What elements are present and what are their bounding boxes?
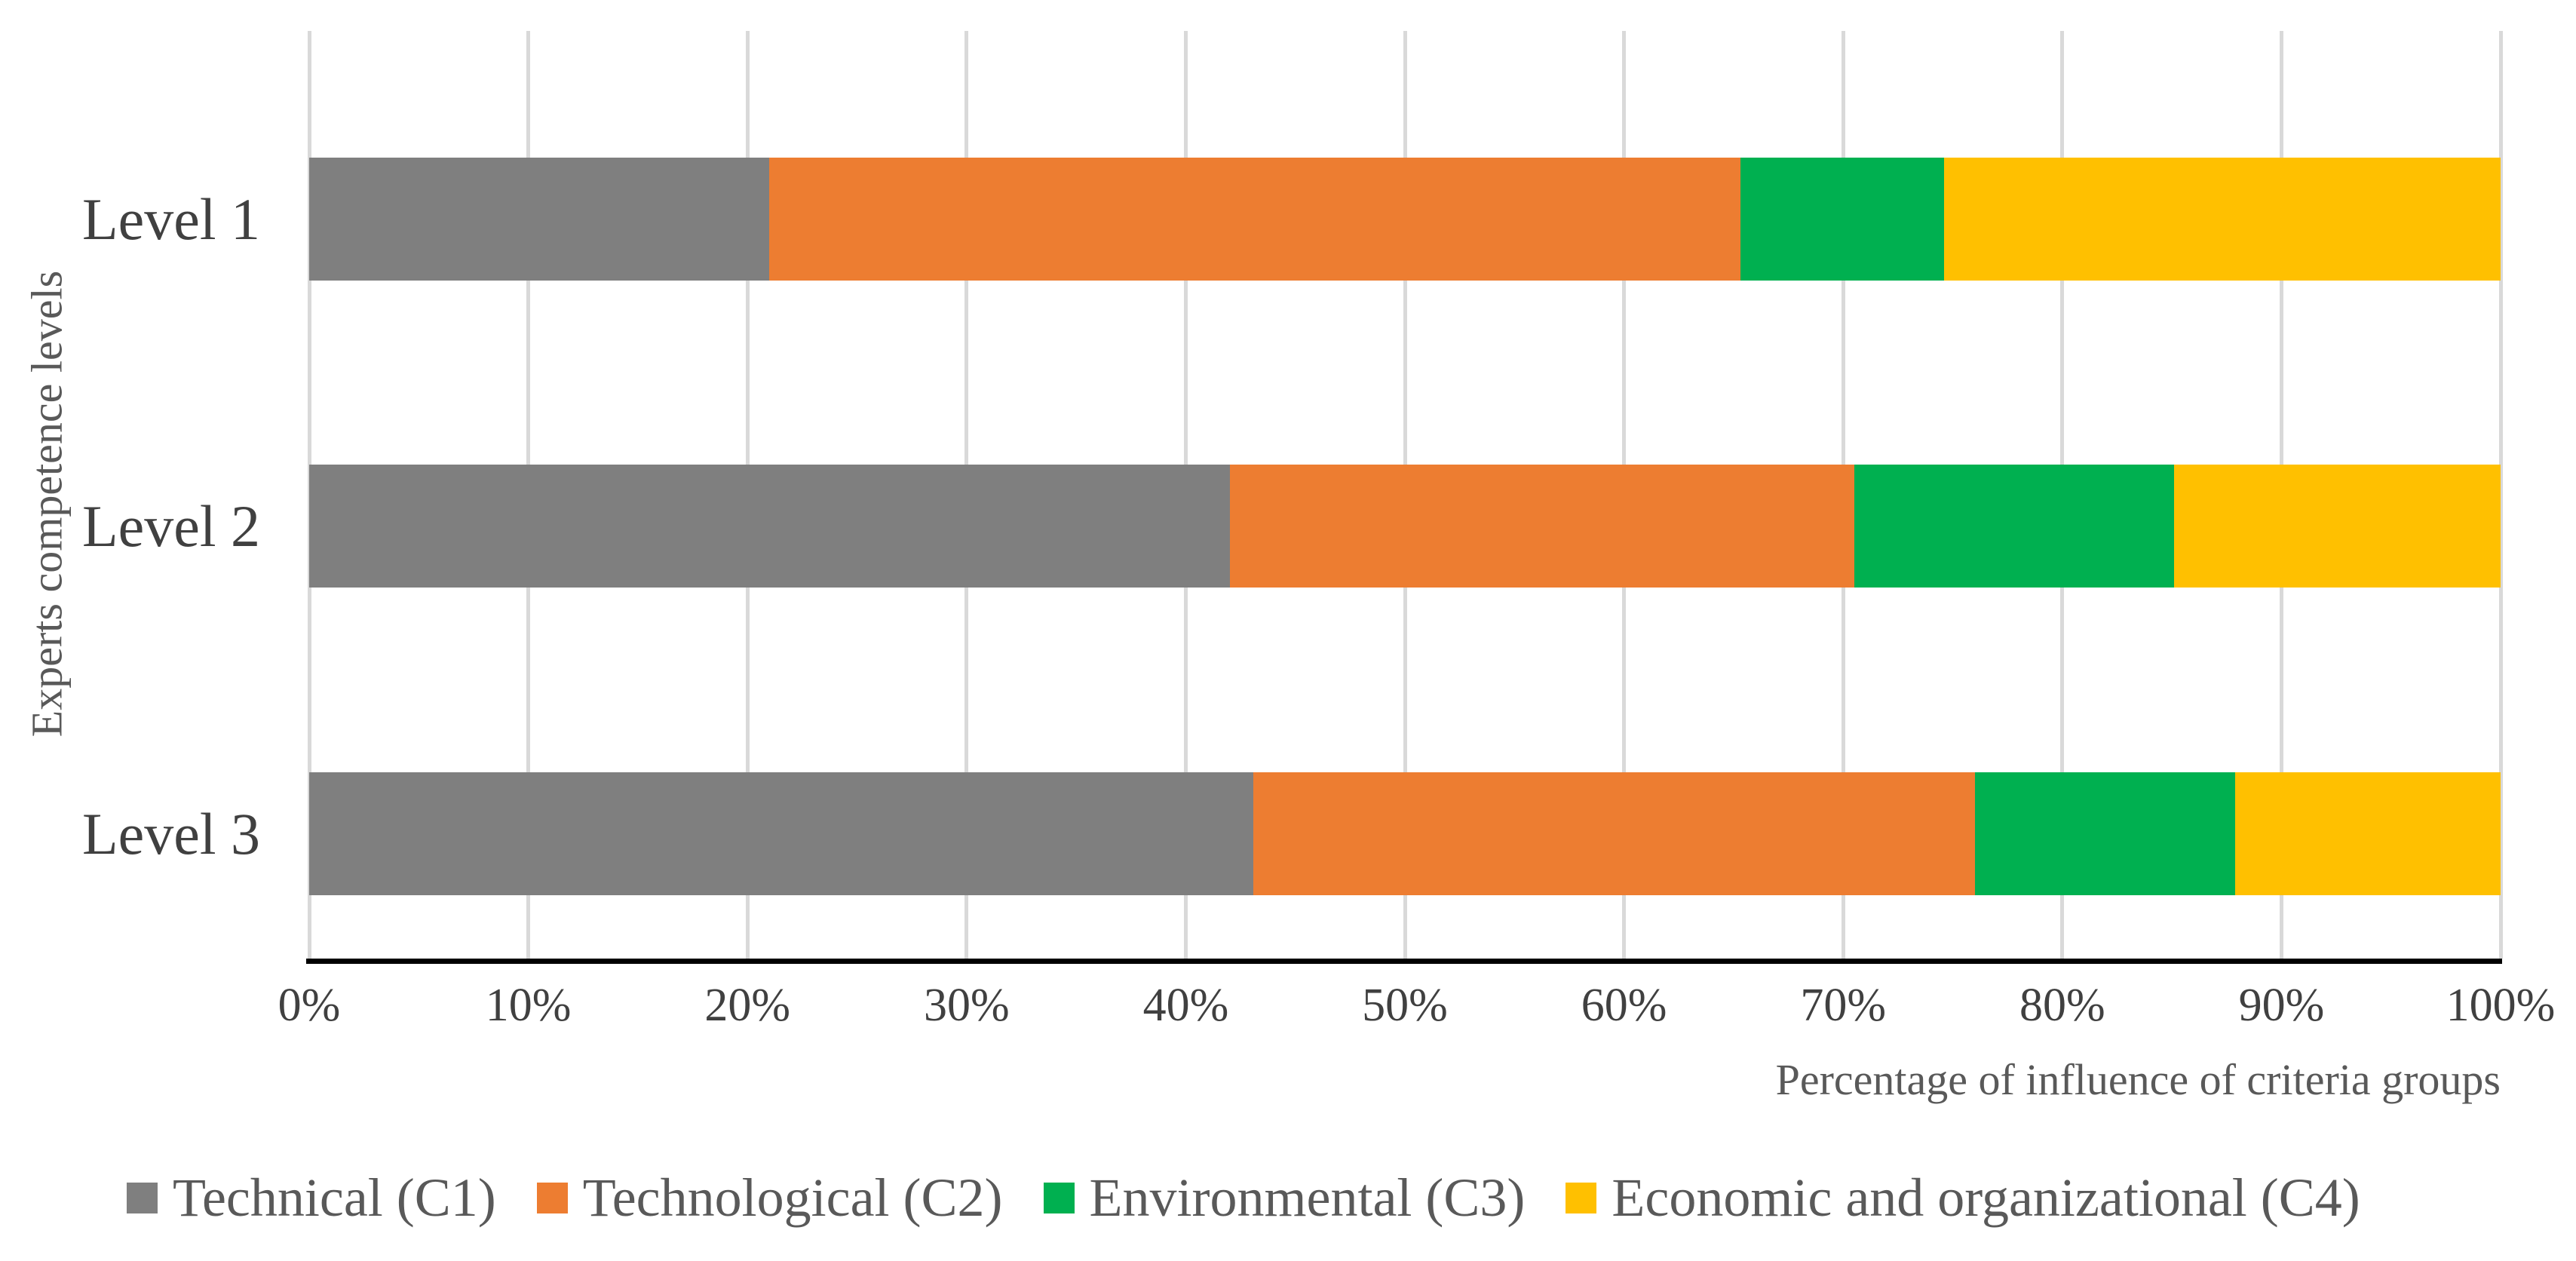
- bar-segment-c4: [2174, 465, 2501, 588]
- bar-segment-c1: [309, 158, 770, 281]
- legend: Technical (C1) Technological (C2) Environm…: [127, 1167, 2360, 1228]
- legend-swatch-icon: [1566, 1182, 1597, 1213]
- y-axis-label: Level 1: [81, 186, 260, 252]
- legend-item: Economic and organizational (C4): [1566, 1167, 2360, 1228]
- bar-segment-c1: [309, 772, 1254, 895]
- y-axis-label: Level 2: [81, 493, 260, 559]
- x-axis-tick-label: 80%: [2019, 980, 2105, 1031]
- legend-label: Economic and organizational (C4): [1612, 1167, 2360, 1228]
- bar-segment-c3: [1974, 772, 2236, 895]
- legend-swatch-icon: [127, 1182, 158, 1213]
- x-axis-title: Percentage of influence of criteria grou…: [1775, 1055, 2501, 1104]
- bar-segment-c2: [769, 158, 1740, 281]
- legend-swatch-icon: [1043, 1182, 1075, 1213]
- plot-area: [307, 31, 2503, 959]
- x-axis-tick-label: 100%: [2446, 980, 2556, 1031]
- x-axis-tick-label: 50%: [1362, 980, 1448, 1031]
- bar-segment-c4: [2235, 772, 2501, 895]
- x-axis-tick-label: 0%: [278, 980, 341, 1031]
- bar-row: [309, 465, 2501, 588]
- x-axis-line: [306, 959, 2502, 964]
- bar-row: [309, 772, 2501, 895]
- x-axis-tick-label: 10%: [485, 980, 572, 1031]
- bar-segment-c2: [1253, 772, 1975, 895]
- bar-segment-c4: [1943, 158, 2501, 281]
- x-axis-tick-label: 60%: [1581, 980, 1667, 1031]
- x-axis-tick-label: 40%: [1142, 980, 1229, 1031]
- x-axis-tick-label: 30%: [923, 980, 1010, 1031]
- bar-segment-c2: [1229, 465, 1854, 588]
- legend-item: Technological (C2): [536, 1167, 1003, 1228]
- y-axis-label: Level 3: [81, 801, 260, 867]
- bar-segment-c1: [309, 465, 1230, 588]
- bar-row: [309, 158, 2501, 281]
- legend-item: Technical (C1): [127, 1167, 496, 1228]
- x-axis-tick-label: 70%: [1800, 980, 1887, 1031]
- bar-segment-c3: [1854, 465, 2174, 588]
- legend-label: Technological (C2): [582, 1167, 1003, 1228]
- x-axis-tick-label: 20%: [704, 980, 791, 1031]
- legend-swatch-icon: [536, 1182, 568, 1213]
- bar-segment-c3: [1740, 158, 1944, 281]
- legend-label: Environmental (C3): [1089, 1167, 1526, 1228]
- gridline: [2498, 31, 2503, 959]
- legend-label: Technical (C1): [173, 1167, 496, 1228]
- x-axis-tick-label: 90%: [2238, 980, 2325, 1031]
- legend-item: Environmental (C3): [1043, 1167, 1526, 1228]
